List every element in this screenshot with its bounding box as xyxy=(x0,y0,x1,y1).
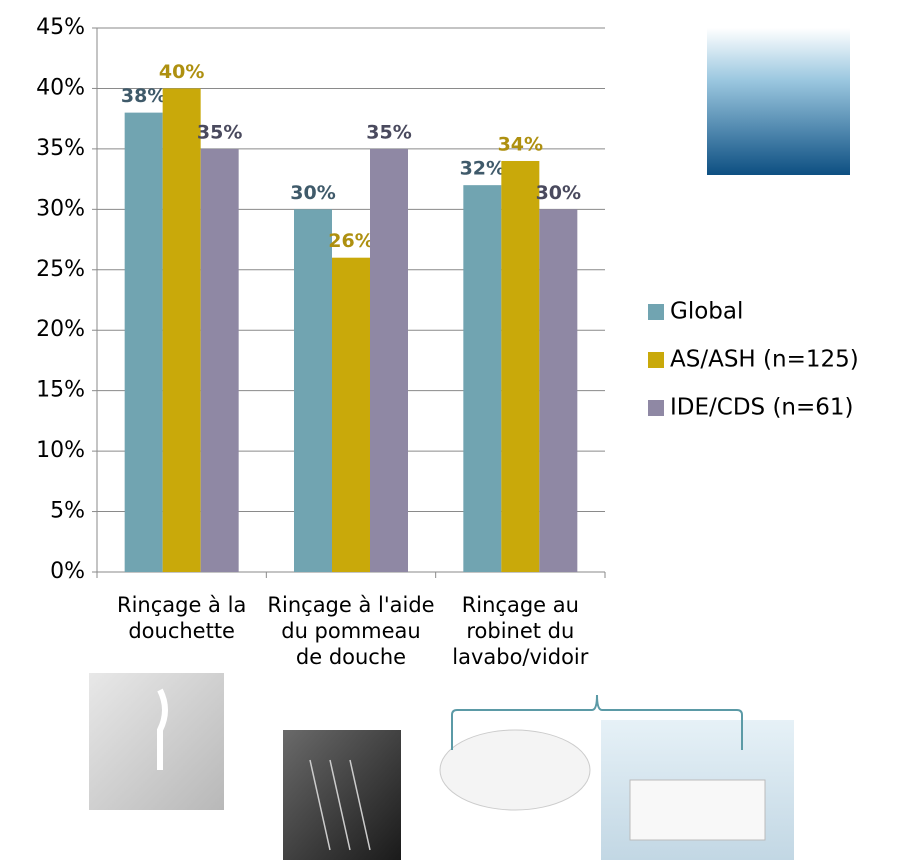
bar xyxy=(501,160,540,572)
douchette-hose xyxy=(157,688,168,770)
y-tick-label: 25% xyxy=(36,257,85,282)
lavabo-image xyxy=(439,729,591,811)
y-tick-label: 10% xyxy=(36,438,85,463)
pommeau-image xyxy=(283,730,401,860)
bar xyxy=(370,148,408,572)
value-label: 26% xyxy=(328,230,373,252)
value-label: 40% xyxy=(159,61,204,83)
bar xyxy=(539,209,578,573)
bar xyxy=(162,88,201,572)
legend-swatch xyxy=(648,352,664,368)
legend-label: AS/ASH (n=125) xyxy=(670,347,859,373)
value-label: 32% xyxy=(460,158,505,180)
douchette-image xyxy=(89,673,224,810)
y-tick-label: 40% xyxy=(36,75,85,100)
value-label: 35% xyxy=(366,121,411,143)
value-label: 38% xyxy=(121,85,166,107)
y-tick-label: 15% xyxy=(36,378,85,403)
y-tick-label: 30% xyxy=(36,196,85,221)
bar xyxy=(463,185,502,572)
vidoir-basin xyxy=(629,779,766,841)
value-label: 34% xyxy=(498,133,543,155)
bar xyxy=(124,112,163,572)
legend-swatch xyxy=(648,400,664,416)
legend-swatch xyxy=(648,304,664,320)
value-label: 30% xyxy=(536,182,581,204)
bracket xyxy=(451,694,743,750)
x-tick-label: Rinçage à la douchette xyxy=(116,593,247,643)
x-tick-label: Rinçage au robinet du lavabo/vidoir xyxy=(452,593,589,669)
y-tick-label: 45% xyxy=(36,15,85,40)
value-label: 30% xyxy=(290,182,335,204)
water-image xyxy=(707,28,850,175)
y-tick-label: 35% xyxy=(36,136,85,161)
legend-label: Global xyxy=(670,299,743,325)
value-label: 35% xyxy=(197,121,242,143)
bar xyxy=(332,257,370,572)
y-tick-label: 5% xyxy=(50,499,85,524)
y-tick-label: 20% xyxy=(36,317,85,342)
y-tick-label: 0% xyxy=(50,559,85,584)
bar xyxy=(200,148,239,572)
legend-label: IDE/CDS (n=61) xyxy=(670,395,854,421)
pommeau-spray xyxy=(309,759,371,851)
x-tick-label: Rinçage à l'aide du pommeau de douche xyxy=(267,593,435,669)
bar xyxy=(294,209,332,573)
